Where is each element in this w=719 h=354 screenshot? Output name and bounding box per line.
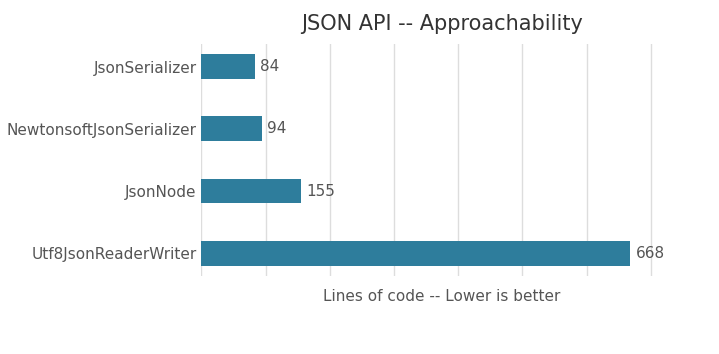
Title: JSON API -- Approachability: JSON API -- Approachability — [301, 14, 583, 34]
Bar — [201, 178, 301, 204]
Text: 94: 94 — [267, 121, 286, 136]
Bar — [201, 116, 262, 141]
Bar — [201, 241, 631, 266]
Bar — [201, 54, 255, 79]
Text: 84: 84 — [260, 59, 280, 74]
Text: 155: 155 — [306, 183, 335, 199]
X-axis label: Lines of code -- Lower is better: Lines of code -- Lower is better — [324, 289, 561, 304]
Text: 668: 668 — [636, 246, 664, 261]
